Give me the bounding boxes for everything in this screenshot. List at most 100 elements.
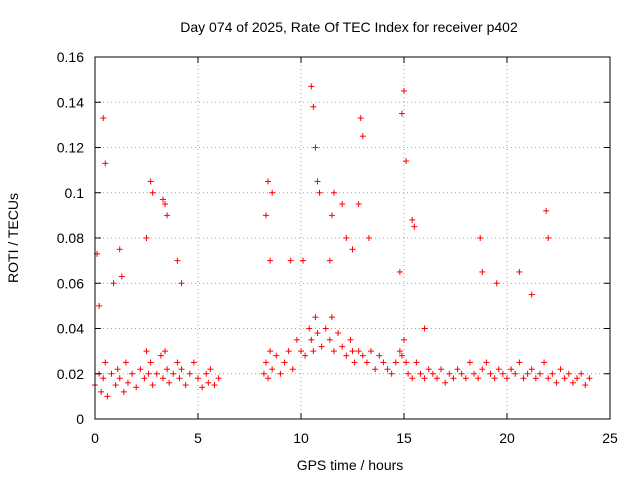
data-point: [273, 352, 280, 359]
data-point: [442, 379, 449, 386]
x-tick-label: 5: [194, 430, 202, 446]
data-point: [328, 314, 335, 321]
data-point: [398, 352, 405, 359]
data-point: [401, 336, 407, 343]
data-point: [298, 348, 304, 355]
plot-frame: [94, 56, 611, 420]
data-point: [421, 325, 428, 332]
data-point: [176, 375, 183, 382]
data-point: [536, 370, 543, 377]
data-point: [438, 366, 445, 373]
data-point: [495, 366, 502, 373]
data-point: [330, 348, 337, 355]
data-point: [528, 291, 535, 298]
data-point: [174, 359, 181, 366]
data-point: [335, 330, 342, 337]
data-point: [403, 158, 410, 165]
data-point: [174, 257, 181, 264]
data-point: [328, 212, 335, 219]
data-point: [326, 336, 333, 343]
data-point: [145, 370, 152, 377]
data-point: [403, 359, 410, 366]
data-point: [363, 359, 370, 366]
data-point: [545, 375, 552, 382]
data-point: [316, 189, 323, 196]
data-point: [300, 257, 307, 264]
data-point: [116, 246, 123, 253]
data-point: [149, 382, 156, 389]
data-point: [285, 348, 292, 355]
x-tick-label: 10: [293, 430, 309, 446]
data-point: [499, 370, 506, 377]
data-point: [102, 160, 109, 167]
data-point: [267, 257, 274, 264]
data-point: [357, 115, 364, 122]
data-point: [159, 196, 166, 203]
data-point: [376, 352, 383, 359]
x-tick-labels: 0 5 10 15 20 25: [91, 430, 618, 446]
data-point: [322, 325, 329, 332]
data-point: [143, 348, 150, 355]
data-point: [520, 375, 527, 382]
data-point: [118, 273, 125, 280]
data-point: [347, 336, 354, 343]
data-point: [351, 359, 358, 366]
data-point: [166, 379, 173, 386]
data-point: [310, 103, 317, 110]
data-point: [143, 235, 150, 241]
data-point: [380, 359, 387, 366]
data-point: [122, 359, 129, 366]
data-point: [392, 359, 399, 366]
y-tick-label: 0.16: [57, 49, 84, 65]
data-point: [178, 366, 185, 373]
data-point: [110, 280, 117, 287]
x-tick-label: 20: [499, 430, 515, 446]
data-point: [405, 370, 412, 377]
data-point: [164, 212, 171, 219]
data-point: [104, 393, 111, 400]
data-point: [281, 359, 288, 366]
data-point: [343, 352, 350, 359]
data-point: [479, 366, 486, 373]
data-point: [277, 370, 284, 377]
data-point: [153, 370, 160, 377]
y-tick-label: 0.02: [57, 366, 84, 382]
grid-lines: [95, 57, 610, 419]
data-point: [339, 201, 346, 208]
data-point: [411, 223, 418, 230]
data-point: [262, 212, 269, 219]
data-point: [396, 268, 403, 275]
data-point: [116, 375, 123, 382]
data-point: [569, 379, 576, 386]
data-point: [267, 348, 274, 355]
data-point: [586, 375, 593, 382]
data-point: [149, 189, 156, 196]
data-point: [429, 370, 436, 377]
y-tick-label: 0.14: [57, 94, 84, 110]
data-point: [401, 87, 407, 94]
data-point: [211, 382, 218, 389]
data-point: [483, 359, 490, 366]
data-point: [306, 325, 313, 332]
data-point: [466, 359, 473, 366]
data-point: [182, 382, 189, 389]
data-point: [561, 375, 568, 382]
data-point: [565, 370, 572, 377]
data-point: [318, 343, 325, 350]
data-point: [98, 388, 105, 395]
y-tick-labels: 0 0.02 0.04 0.06 0.08 0.1 0.12 0.14 0.16: [57, 49, 84, 427]
data-point: [409, 216, 416, 223]
data-point: [195, 375, 201, 382]
data-point: [516, 359, 523, 366]
data-point: [553, 379, 560, 386]
data-point: [137, 366, 144, 373]
data-point: [349, 348, 356, 355]
data-point: [477, 235, 484, 241]
data-point: [355, 348, 362, 355]
data-point: [269, 189, 276, 196]
x-tick-label: 0: [91, 430, 99, 446]
data-point: [355, 201, 362, 208]
y-tick-label: 0.08: [57, 230, 84, 246]
data-point: [265, 178, 272, 185]
data-point: [147, 178, 154, 185]
